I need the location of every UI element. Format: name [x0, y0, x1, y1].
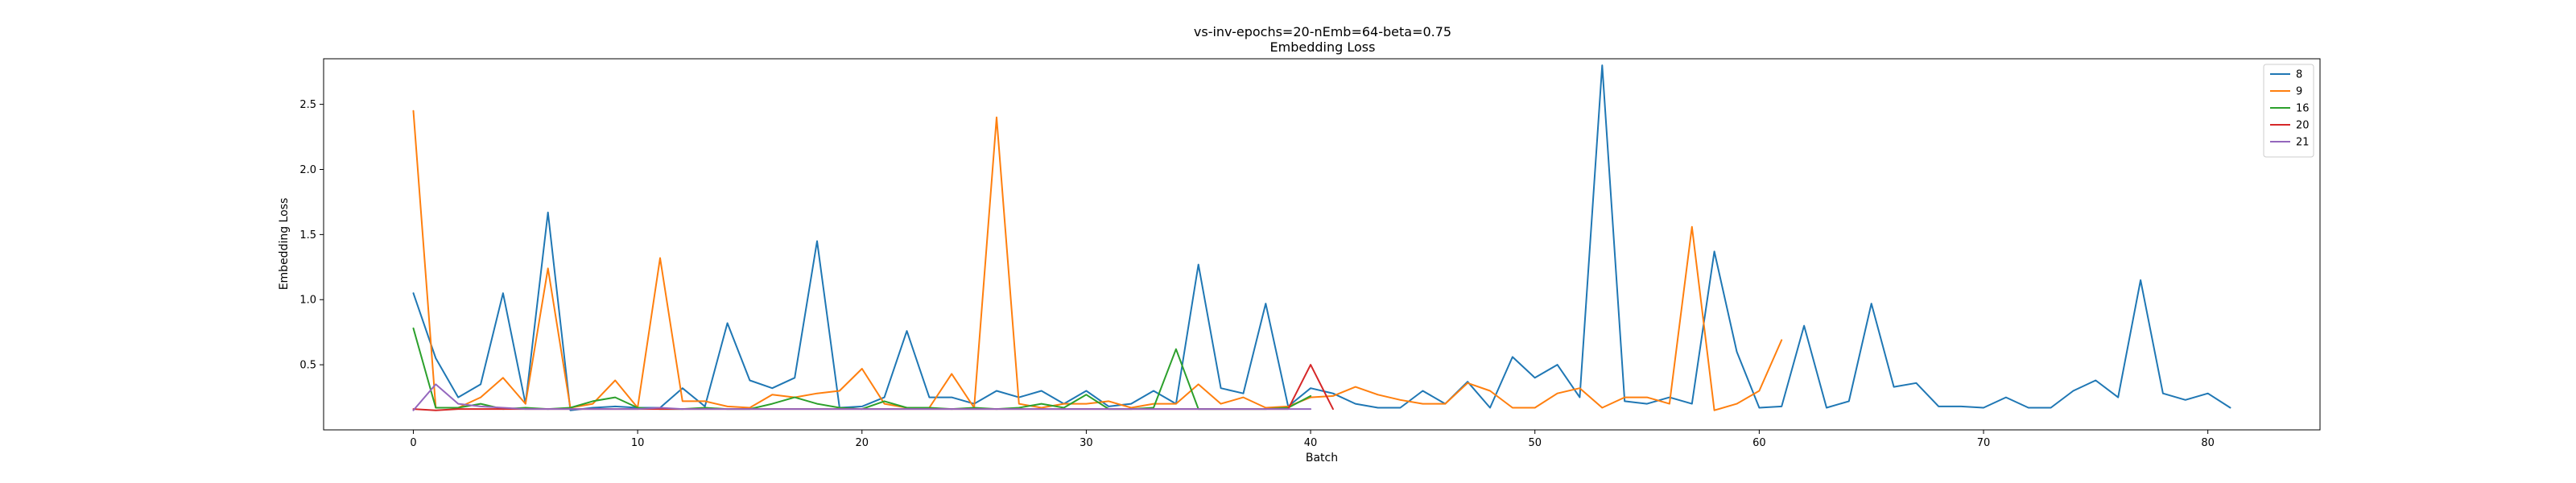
- x-tick-label: 50: [1528, 437, 1542, 449]
- series-layer: [412, 64, 2231, 411]
- y-tick-label: 1.0: [299, 295, 316, 307]
- x-tick-label: 80: [2201, 437, 2215, 449]
- legend-label-21: 21: [2296, 137, 2310, 149]
- x-axis: 0 10 20 30 40 50 60 70 80: [410, 430, 2215, 449]
- x-tick-label: 10: [631, 437, 645, 449]
- x-tick-label: 40: [1304, 437, 1318, 449]
- y-axis-label: Embedding Loss: [278, 198, 291, 291]
- series-line-8: [412, 64, 2231, 411]
- x-tick-label: 30: [1080, 437, 1093, 449]
- legend-label-8: 8: [2296, 69, 2302, 81]
- series-line-21: [412, 383, 1312, 411]
- x-tick-label: 20: [855, 437, 869, 449]
- x-tick-label: 70: [1977, 437, 1991, 449]
- legend-label-9: 9: [2296, 86, 2302, 98]
- y-axis: 0.5 1.0 1.5 2.0 2.5: [299, 99, 324, 372]
- x-tick-label: 60: [1752, 437, 1766, 449]
- y-tick-label: 0.5: [299, 360, 316, 372]
- y-tick-label: 2.0: [299, 164, 316, 176]
- chart-title: vs-inv-epochs=20-nEmb=64-beta=0.75: [1194, 24, 1451, 39]
- x-tick-label: 0: [410, 437, 416, 449]
- x-axis-label: Batch: [1306, 452, 1338, 464]
- legend-label-20: 20: [2296, 120, 2310, 132]
- y-tick-label: 2.5: [299, 99, 316, 111]
- legend-frame: [2263, 64, 2314, 158]
- y-tick-label: 1.5: [299, 229, 316, 242]
- chart-subtitle: Embedding Loss: [1270, 39, 1376, 55]
- plot-frame: [323, 58, 2321, 431]
- legend: 8 9 16 20 21: [2263, 64, 2314, 158]
- legend-label-16: 16: [2296, 103, 2310, 115]
